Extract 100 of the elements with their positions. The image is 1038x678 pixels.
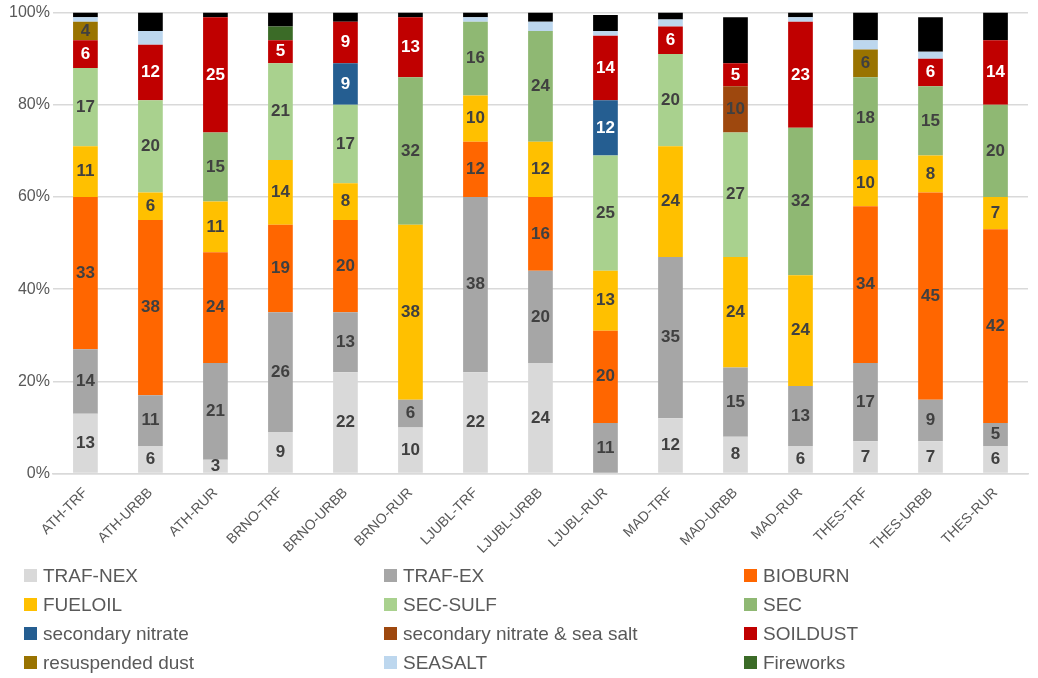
data-label: 23	[791, 64, 810, 84]
data-label: 12	[465, 159, 485, 179]
legend-label: TRAF-EX	[403, 564, 485, 587]
data-label: 8	[925, 163, 936, 183]
bar	[788, 275, 813, 387]
data-label: 11	[141, 410, 160, 430]
data-label: 5	[990, 424, 1001, 444]
bar	[658, 26, 683, 55]
data-label: 6	[80, 43, 91, 63]
data-label: 13	[791, 405, 810, 425]
data-label: 4	[80, 20, 91, 40]
bar	[463, 197, 488, 373]
bar	[203, 362, 228, 460]
data-label: 20	[531, 306, 550, 326]
bar	[333, 312, 358, 373]
data-label: 20	[335, 255, 355, 275]
data-label: 13	[400, 36, 420, 56]
bar	[528, 31, 553, 142]
data-label: 24	[531, 407, 551, 427]
bar	[398, 224, 423, 400]
bar	[398, 17, 423, 78]
data-label: 27	[726, 184, 745, 204]
data-label: 13	[335, 331, 355, 351]
bar	[333, 104, 358, 184]
data-label: 20	[596, 366, 615, 386]
bar	[398, 399, 423, 428]
bar	[203, 201, 228, 253]
data-label: 16	[531, 223, 550, 243]
data-label: 21	[205, 401, 225, 421]
bar	[73, 67, 98, 147]
legend-label: secondary nitrate & sea salt	[403, 622, 638, 645]
data-label: 15	[205, 156, 225, 176]
bar	[918, 192, 943, 400]
y-tick-label: 60%	[17, 187, 50, 205]
y-tick-label: 40%	[17, 279, 50, 297]
bar	[398, 77, 423, 225]
bar	[138, 31, 163, 45]
bar	[73, 349, 98, 414]
data-label: 7	[860, 446, 871, 466]
bar	[788, 386, 813, 446]
bar	[73, 146, 98, 197]
legend-label: SEC	[763, 593, 803, 616]
bar	[333, 63, 358, 105]
bar	[138, 395, 163, 446]
legend-label: SOILDUST	[763, 622, 859, 645]
bar	[983, 104, 1008, 197]
bar	[723, 367, 748, 437]
data-label: 6	[665, 29, 676, 49]
data-label: 6	[795, 449, 806, 469]
data-label: 20	[986, 140, 1005, 160]
data-label: 6	[405, 403, 416, 423]
bar	[918, 51, 943, 59]
data-label: 6	[990, 449, 1001, 469]
bar	[853, 40, 878, 50]
data-label: 6	[145, 195, 156, 215]
data-label: 10	[465, 108, 485, 128]
data-label: 10	[400, 439, 420, 459]
bar	[593, 100, 618, 156]
data-label: 17	[856, 391, 875, 411]
bar	[788, 17, 813, 22]
data-label: 24	[791, 320, 811, 340]
data-label: 33	[75, 262, 95, 282]
bar	[723, 256, 748, 368]
bar	[528, 12, 553, 22]
bar	[593, 270, 618, 331]
data-label: 12	[531, 159, 550, 179]
data-label: 25	[205, 64, 225, 84]
bar	[138, 220, 163, 396]
data-label: 15	[921, 110, 940, 130]
bar	[983, 12, 1008, 41]
data-label: 35	[661, 327, 680, 347]
legend-label: FUELOIL	[43, 593, 123, 616]
bar	[918, 17, 943, 52]
bar	[138, 100, 163, 193]
y-tick-label: 20%	[17, 371, 50, 389]
bar	[268, 224, 293, 313]
bar	[593, 14, 618, 32]
data-label: 24	[531, 76, 551, 96]
data-label: 11	[76, 161, 95, 181]
data-label: 8	[340, 191, 351, 211]
bar	[593, 155, 618, 271]
data-label: 14	[270, 182, 291, 202]
bar	[723, 132, 748, 257]
data-label: 21	[270, 101, 290, 121]
bar	[138, 44, 163, 101]
bar	[333, 12, 358, 22]
bar	[138, 192, 163, 221]
bar	[463, 141, 488, 197]
bar	[528, 270, 553, 363]
data-label: 24	[205, 297, 226, 317]
bar	[528, 21, 553, 32]
data-label: 20	[661, 89, 680, 109]
bar	[853, 49, 878, 78]
data-label: 26	[270, 361, 290, 381]
data-label: 32	[400, 140, 420, 160]
bar	[333, 21, 358, 64]
bar	[268, 26, 293, 41]
data-label: 22	[465, 412, 485, 432]
data-label: 32	[791, 191, 810, 211]
bar	[593, 330, 618, 423]
